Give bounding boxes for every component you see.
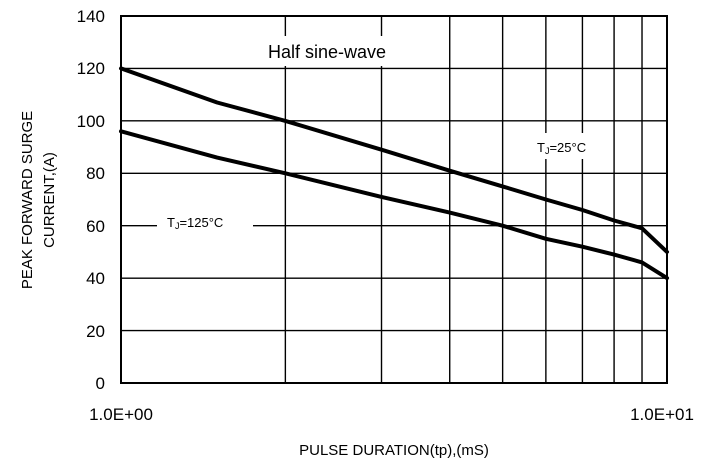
y-tick-label: 60 — [86, 217, 105, 236]
y-axis-label-line-1: PEAK FORWARD SURGE — [19, 111, 36, 289]
y-tick-label: 100 — [77, 112, 105, 131]
y-tick-label: 0 — [96, 374, 105, 393]
grid — [121, 16, 667, 383]
tj25-label-bg — [527, 133, 613, 159]
waveform-label-bg — [257, 36, 423, 66]
y-tick-label: 40 — [86, 269, 105, 288]
x-axis-label: PULSE DURATION(tp),(mS) — [299, 442, 489, 459]
y-tick-label: 120 — [77, 59, 105, 78]
plot-frame — [120, 15, 668, 384]
tj125-label-bg — [157, 210, 253, 234]
tj125-label: TJ=125°C — [167, 215, 223, 231]
y-axis-label-line-2: CURRENT,(A) — [41, 152, 58, 248]
y-tick-label: 20 — [86, 322, 105, 341]
y-tick-label: 80 — [86, 164, 105, 183]
x-tick-label: 1.0E+00 — [89, 405, 153, 424]
series-line-tj125 — [119, 129, 669, 281]
x-tick-label: 1.0E+01 — [630, 405, 694, 424]
series-line-tj25 — [119, 66, 669, 254]
tj25-label: TJ=25°C — [537, 140, 586, 156]
waveform-label: Half sine-wave — [268, 42, 386, 62]
y-axis-label: PEAK FORWARD SURGE CURRENT,(A) — [19, 111, 58, 289]
series-layer — [119, 66, 669, 281]
y-tick-label: 140 — [77, 7, 105, 26]
